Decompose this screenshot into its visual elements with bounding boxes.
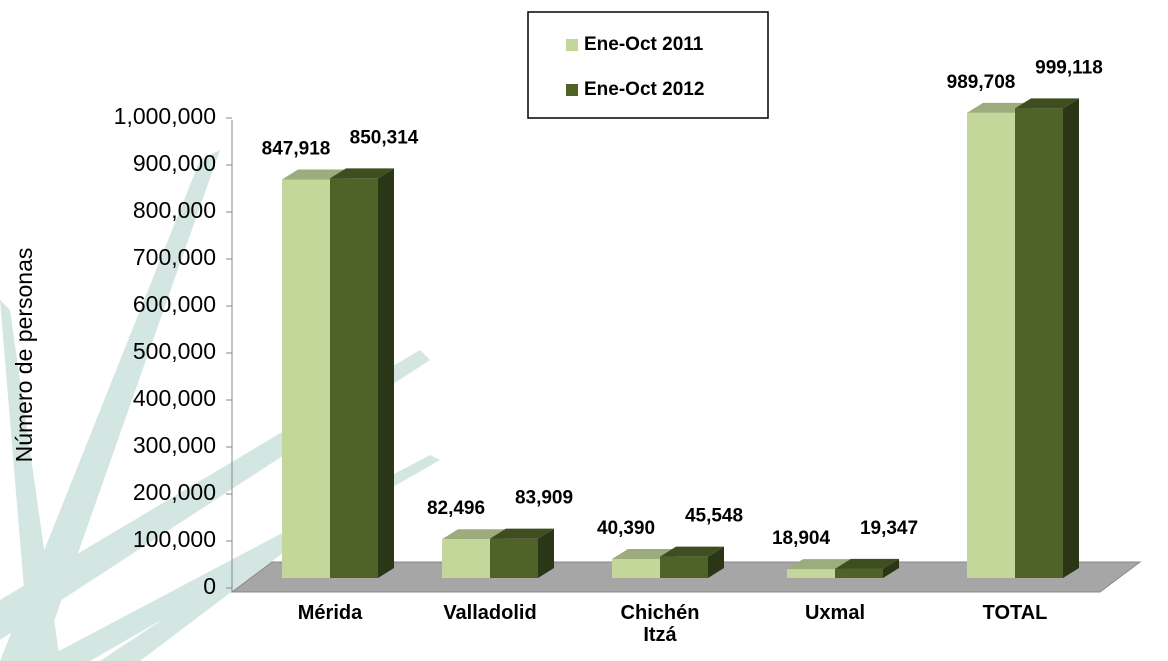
bar-face xyxy=(835,568,883,578)
bar-face xyxy=(282,169,346,180)
bar xyxy=(787,559,851,578)
x-tick-label: Chichén Itzá xyxy=(620,602,700,646)
bar xyxy=(660,546,724,578)
bar xyxy=(330,168,394,578)
bar-face xyxy=(787,559,851,570)
bar-face xyxy=(967,112,1015,578)
y-tick-label: 600,000 xyxy=(133,291,216,317)
bar-face xyxy=(660,546,724,557)
legend-swatch xyxy=(566,39,578,51)
bar-face xyxy=(1063,98,1079,578)
bar-face xyxy=(378,168,394,578)
value-label: 847,918 xyxy=(262,138,331,159)
bar-face xyxy=(1015,98,1079,109)
value-label: 19,347 xyxy=(860,518,918,539)
y-tick-label: 500,000 xyxy=(133,338,216,364)
legend-label: Ene-Oct 2012 xyxy=(584,79,704,100)
bar-face xyxy=(1015,108,1063,578)
bar xyxy=(490,528,554,578)
x-tick-label: Valladolid xyxy=(443,602,537,624)
legend-label: Ene-Oct 2011 xyxy=(584,34,704,55)
y-tick-label: 100,000 xyxy=(133,526,216,552)
value-label: 18,904 xyxy=(772,528,831,549)
y-tick-label: 700,000 xyxy=(133,244,216,270)
bar-face xyxy=(442,529,506,540)
value-label: 850,314 xyxy=(350,127,419,148)
bar-face xyxy=(282,179,330,578)
bar-face xyxy=(330,168,394,179)
bar xyxy=(835,558,899,578)
bar-face xyxy=(660,556,708,578)
bar-face xyxy=(538,528,554,578)
value-label: 999,118 xyxy=(1035,57,1103,78)
bar-face xyxy=(612,549,676,560)
bar-face xyxy=(708,546,724,578)
x-tick-label: TOTAL xyxy=(982,602,1048,624)
y-tick-label: 800,000 xyxy=(133,197,216,223)
y-tick-label: 400,000 xyxy=(133,385,216,411)
bar-face xyxy=(883,558,899,578)
legend-box xyxy=(527,11,769,119)
bar-face xyxy=(612,559,660,578)
legend-swatch xyxy=(566,84,578,96)
value-label: 82,496 xyxy=(427,498,485,519)
x-tick-label: Mérida xyxy=(297,602,363,624)
y-axis-label: Número de personas xyxy=(11,248,37,463)
y-tick-label: 900,000 xyxy=(133,150,216,176)
y-tick-label: 200,000 xyxy=(133,479,216,505)
value-label: 83,909 xyxy=(515,488,573,509)
bar-face xyxy=(442,539,490,578)
y-tick-label: 0 xyxy=(203,573,216,599)
y-tick-label: 1,000,000 xyxy=(114,103,216,129)
bar-face xyxy=(490,538,538,578)
value-label: 45,548 xyxy=(685,506,743,527)
bar-face xyxy=(490,528,554,539)
bar xyxy=(1015,98,1079,578)
y-tick-label: 300,000 xyxy=(133,432,216,458)
x-tick-label: Uxmal xyxy=(804,602,866,624)
bar-face xyxy=(787,569,835,578)
bar-face xyxy=(330,178,378,578)
value-label: 40,390 xyxy=(597,518,655,539)
value-label: 989,708 xyxy=(947,72,1016,93)
bar-face xyxy=(835,558,899,569)
